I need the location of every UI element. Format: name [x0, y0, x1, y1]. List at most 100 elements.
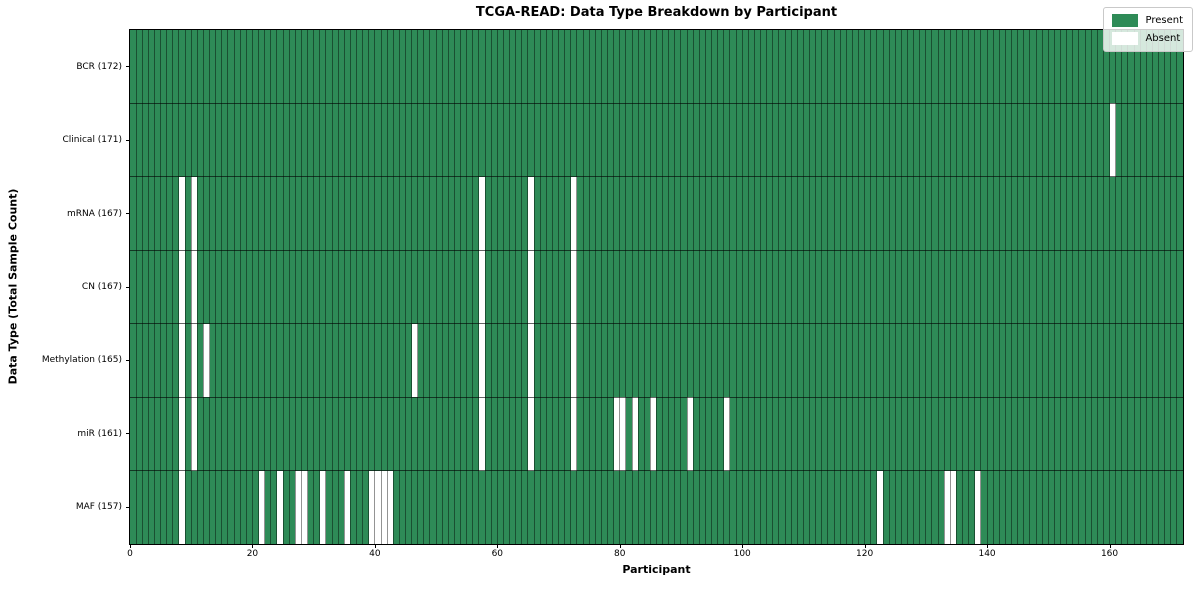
column-gridline: [1066, 30, 1068, 544]
column-gridline: [386, 30, 388, 544]
absent-bar: [478, 323, 486, 398]
column-gridline: [527, 30, 529, 544]
y-tick-mark: [126, 506, 130, 508]
column-gridline: [968, 30, 970, 544]
column-gridline: [1102, 30, 1104, 544]
column-gridline: [723, 30, 725, 544]
column-gridline: [1164, 30, 1166, 544]
absent-bar: [632, 397, 639, 471]
present-swatch: [1112, 14, 1139, 27]
x-tick-mark: [252, 544, 254, 548]
absent-bar: [478, 397, 486, 471]
column-gridline: [1017, 30, 1019, 544]
column-gridline: [851, 30, 853, 544]
x-tick-label: 160: [1100, 549, 1119, 559]
column-gridline: [564, 30, 566, 544]
row-Methylation: [130, 323, 1183, 398]
column-gridline: [1170, 30, 1172, 544]
y-tick-label: Methylation (165): [41, 355, 122, 366]
column-gridline: [1109, 30, 1111, 544]
column-gridline: [509, 30, 511, 544]
column-gridline: [1041, 30, 1043, 544]
absent-swatch: [1112, 32, 1139, 45]
y-tick-label: BCR (172): [76, 61, 122, 72]
y-tick-mark: [126, 66, 130, 68]
column-gridline: [962, 30, 964, 544]
column-gridline: [888, 30, 890, 544]
column-gridline: [698, 30, 700, 544]
column-gridline: [472, 30, 474, 544]
column-gridline: [282, 30, 284, 544]
row-gridline: [130, 396, 1183, 398]
absent-bar: [478, 176, 486, 251]
column-gridline: [882, 30, 884, 544]
x-tick-mark: [742, 544, 744, 548]
row-miR: [130, 397, 1183, 471]
absent-bar: [650, 397, 657, 471]
absent-bar: [374, 470, 381, 544]
y-tick-label: mRNA (167): [67, 208, 122, 219]
column-gridline: [986, 30, 988, 544]
column-gridline: [631, 30, 633, 544]
column-gridline: [1035, 30, 1037, 544]
column-gridline: [692, 30, 694, 544]
y-tick-mark: [126, 433, 130, 435]
column-gridline: [441, 30, 443, 544]
column-gridline: [747, 30, 749, 544]
absent-bar: [178, 397, 186, 471]
absent-bar: [570, 250, 577, 324]
column-gridline: [949, 30, 951, 544]
column-gridline: [362, 30, 364, 544]
absent-bar: [319, 470, 326, 544]
absent-bar: [178, 176, 186, 251]
column-gridline: [135, 30, 137, 544]
column-gridline: [600, 30, 602, 544]
x-tick-mark: [619, 544, 621, 548]
column-gridline: [227, 30, 229, 544]
column-gridline: [815, 30, 817, 544]
column-gridline: [349, 30, 351, 544]
row-gridline: [130, 102, 1183, 104]
column-gridline: [496, 30, 498, 544]
column-gridline: [172, 30, 174, 544]
column-gridline: [202, 30, 204, 544]
x-tick-label: 60: [491, 549, 504, 559]
x-tick-mark: [987, 544, 989, 548]
chart-title: TCGA-READ: Data Type Breakdown by Partic…: [475, 5, 838, 20]
absent-bar: [411, 323, 418, 398]
absent-bar: [191, 397, 198, 471]
column-gridline: [1139, 30, 1141, 544]
column-gridline: [380, 30, 382, 544]
column-gridline: [907, 30, 908, 544]
column-gridline: [1096, 30, 1098, 544]
column-gridline: [478, 30, 480, 544]
column-gridline: [772, 30, 774, 544]
column-gridline: [827, 30, 829, 544]
x-tick-label: 140: [978, 549, 996, 559]
legend-label-absent: Absent: [1145, 33, 1181, 44]
column-gridline: [637, 30, 639, 544]
absent-bar: [381, 470, 388, 544]
column-gridline: [190, 30, 192, 544]
absent-bar: [723, 397, 730, 471]
column-gridline: [153, 30, 155, 544]
absent-bar: [613, 397, 620, 471]
absent-bar: [619, 397, 626, 471]
absent-bar: [944, 470, 951, 544]
column-gridline: [613, 30, 615, 544]
column-gridline: [790, 30, 792, 544]
column-gridline: [258, 30, 260, 544]
column-gridline: [833, 30, 835, 544]
column-gridline: [570, 30, 572, 544]
column-gridline: [1145, 30, 1147, 544]
y-tick-mark: [126, 139, 130, 141]
absent-bar: [178, 250, 186, 324]
absent-bar: [527, 397, 535, 471]
y-tick-label: MAF (157): [75, 502, 122, 513]
absent-bar: [1109, 103, 1116, 177]
column-gridline: [545, 30, 547, 544]
column-gridline: [288, 30, 290, 544]
column-gridline: [196, 30, 198, 544]
column-gridline: [1078, 30, 1080, 544]
column-gridline: [1084, 30, 1086, 544]
